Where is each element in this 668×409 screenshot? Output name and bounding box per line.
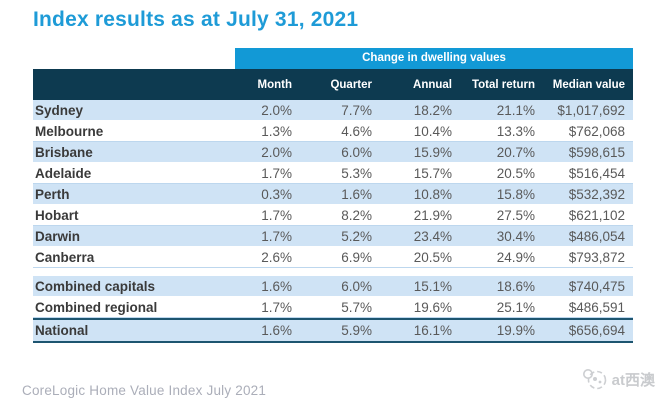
section-gap <box>33 268 633 276</box>
row-label: Sydney <box>35 102 84 118</box>
row-value: 18.6% <box>496 278 535 294</box>
row-value: 30.4% <box>496 228 535 244</box>
table-row: Combined regional 1.7% 5.7% 19.6% 25.1% $486,… <box>33 297 633 318</box>
row-value: 1.3% <box>261 123 292 139</box>
column-header-median-value: Median value <box>552 78 625 91</box>
row-value: 15.7% <box>413 165 452 181</box>
row-value: 20.5% <box>413 249 452 265</box>
row-value: 15.9% <box>413 144 452 160</box>
table-row: Combined capitals 1.6% 6.0% 15.1% 18.6% $740,… <box>33 276 633 297</box>
row-value: 13.3% <box>496 123 535 139</box>
table-row: Darwin 1.7% 5.2% 23.4% 30.4% $486,054 <box>33 226 633 247</box>
row-value: $762,068 <box>568 123 625 139</box>
row-value: 0.3% <box>261 186 292 202</box>
table-header-row: Month Quarter Annual Total return Median… <box>33 69 633 100</box>
source-caption: CoreLogic Home Value Index July 2021 <box>22 383 267 398</box>
row-label: Combined capitals <box>35 278 156 294</box>
row-value: 1.7% <box>261 165 292 181</box>
row-value: 24.9% <box>496 249 535 265</box>
row-value: 7.7% <box>341 102 372 118</box>
row-value: 5.7% <box>341 299 372 315</box>
table-row: Canberra 2.6% 6.9% 20.5% 24.9% $793,872 <box>33 247 633 268</box>
watermark-logo-icon <box>582 369 606 390</box>
row-label: Melbourne <box>35 123 104 139</box>
row-value: 18.2% <box>413 102 452 118</box>
row-value: 21.1% <box>496 102 535 118</box>
index-results-table: Change in dwelling values Month Quarter … <box>33 48 633 343</box>
row-value: 1.6% <box>341 186 372 202</box>
row-value: 8.2% <box>341 207 372 223</box>
row-value: $740,475 <box>568 278 625 294</box>
row-value: $793,872 <box>568 249 625 265</box>
row-value: $516,454 <box>568 165 625 181</box>
row-label: Combined regional <box>35 299 158 315</box>
table-band-row: Change in dwelling values <box>33 48 633 69</box>
row-value: 2.0% <box>261 144 292 160</box>
row-value: $486,591 <box>568 299 625 315</box>
row-value: 19.9% <box>496 323 535 338</box>
row-value: 5.2% <box>341 228 372 244</box>
row-value: 1.6% <box>261 278 292 294</box>
page-title: Index results as at July 31, 2021 <box>33 8 359 31</box>
row-label: Hobart <box>35 207 79 223</box>
band-label: Change in dwelling values <box>235 48 633 69</box>
row-value: $621,102 <box>568 207 625 223</box>
watermark-text: at西澳 <box>611 371 655 389</box>
row-value: 23.4% <box>413 228 452 244</box>
city-rows-section: Sydney 2.0% 7.7% 18.2% 21.1% $1,017,692 Melbou… <box>33 100 633 268</box>
row-value: $532,392 <box>568 186 625 202</box>
watermark: at西澳 <box>581 368 655 390</box>
row-value: $1,017,692 <box>557 102 625 118</box>
table-row: Perth 0.3% 1.6% 10.8% 15.8% $532,392 <box>33 184 633 205</box>
table-row: Sydney 2.0% 7.7% 18.2% 21.1% $1,017,692 <box>33 100 633 121</box>
table-row: Brisbane 2.0% 6.0% 15.9% 20.7% $598,615 <box>33 142 633 163</box>
table-row: Melbourne 1.3% 4.6% 10.4% 13.3% $762,068 <box>33 121 633 142</box>
row-value: 2.6% <box>261 249 292 265</box>
column-header-annual: Annual <box>413 78 452 91</box>
row-value: 5.9% <box>341 323 372 338</box>
row-label: Brisbane <box>35 144 93 160</box>
row-value: 4.6% <box>341 123 372 139</box>
row-label: Perth <box>35 186 70 202</box>
row-value: 16.1% <box>413 323 452 338</box>
row-value: 15.1% <box>413 278 452 294</box>
row-value: $656,694 <box>568 323 625 338</box>
row-value: 1.7% <box>261 228 292 244</box>
column-header-total-return: Total return <box>471 78 535 91</box>
row-value: 6.0% <box>341 278 372 294</box>
column-header-month: Month <box>257 78 292 91</box>
row-value: 2.0% <box>261 102 292 118</box>
row-value: 27.5% <box>496 207 535 223</box>
row-label: National <box>35 323 89 338</box>
row-value: 20.5% <box>496 165 535 181</box>
column-header-quarter: Quarter <box>330 78 372 91</box>
row-value: $598,615 <box>568 144 625 160</box>
row-value: 10.4% <box>413 123 452 139</box>
row-label: Darwin <box>35 228 81 244</box>
row-value: 15.8% <box>496 186 535 202</box>
row-value: 10.8% <box>413 186 452 202</box>
row-value: 1.7% <box>261 207 292 223</box>
row-value: 20.7% <box>496 144 535 160</box>
table-row: Adelaide 1.7% 5.3% 15.7% 20.5% $516,454 <box>33 163 633 184</box>
table-row: Hobart 1.7% 8.2% 21.9% 27.5% $621,102 <box>33 205 633 226</box>
row-value: 1.7% <box>261 299 292 315</box>
row-label: Adelaide <box>35 165 92 181</box>
row-value: 21.9% <box>413 207 452 223</box>
row-value: 1.6% <box>261 323 292 338</box>
row-value: $486,054 <box>568 228 625 244</box>
row-label: Canberra <box>35 249 95 265</box>
summary-rows-section: Combined capitals 1.6% 6.0% 15.1% 18.6% $740,… <box>33 276 633 318</box>
table-row: National 1.6% 5.9% 16.1% 19.9% $656,694 <box>33 318 633 343</box>
row-value: 25.1% <box>496 299 535 315</box>
row-value: 6.0% <box>341 144 372 160</box>
band-spacer <box>33 48 235 69</box>
row-value: 19.6% <box>413 299 452 315</box>
row-value: 6.9% <box>341 249 372 265</box>
row-value: 5.3% <box>341 165 372 181</box>
national-row-section: National 1.6% 5.9% 16.1% 19.9% $656,694 <box>33 318 633 343</box>
